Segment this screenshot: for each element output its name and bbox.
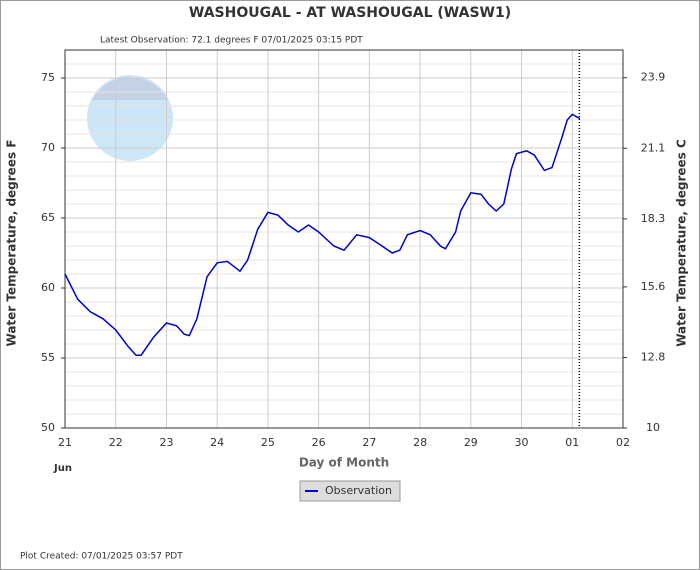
y2-tick-label: 12.8 [641, 350, 666, 363]
y-tick-label: 65 [41, 211, 55, 224]
x-tick-label: 25 [261, 436, 275, 449]
y2-tick-label: 21.1 [641, 141, 666, 154]
y-axis-label: Water Temperature, degrees F [5, 140, 19, 347]
x-tick-label: 21 [58, 436, 72, 449]
y-tick-label: 60 [41, 281, 55, 294]
y-tick-label: 50 [41, 421, 55, 434]
y2-tick-label: 15.6 [641, 280, 666, 293]
y-tick-label: 75 [41, 71, 55, 84]
y2-tick-label: 18.3 [641, 212, 666, 225]
x-tick-label: 28 [413, 436, 427, 449]
x-tick-label: 24 [210, 436, 224, 449]
x-month-label: Jun [53, 463, 72, 474]
x-tick-label: 30 [515, 436, 529, 449]
x-tick-label: 26 [312, 436, 326, 449]
x-axis-label: Day of Month [299, 456, 389, 470]
x-tick-label: 22 [109, 436, 123, 449]
data-line [64, 113, 581, 356]
legend: Observation [299, 480, 401, 502]
chart-title: WASHOUGAL - AT WASHOUGAL (WASW1) [189, 5, 511, 21]
plot-border [64, 49, 624, 429]
y2-tick-label: 10 [646, 421, 660, 434]
y2-axis-label: Water Temperature, degrees C [675, 139, 689, 347]
footer: Plot Created: 07/01/2025 03:57 PDT [20, 552, 183, 562]
x-tick-label: 02 [616, 436, 630, 449]
subtitle: Latest Observation: 72.1 degrees F 07/01… [100, 36, 363, 46]
y-tick-label: 55 [41, 351, 55, 364]
noaa-logo [87, 75, 173, 161]
x-tick-label: 27 [362, 436, 376, 449]
x-tick-label: 01 [565, 436, 579, 449]
y-tick-label: 70 [41, 141, 55, 154]
x-tick-label: 29 [464, 436, 478, 449]
legend-box [299, 480, 401, 502]
legend-label: Observation [325, 484, 392, 497]
x-tick-label: 23 [159, 436, 173, 449]
y2-tick-label: 23.9 [641, 71, 666, 84]
